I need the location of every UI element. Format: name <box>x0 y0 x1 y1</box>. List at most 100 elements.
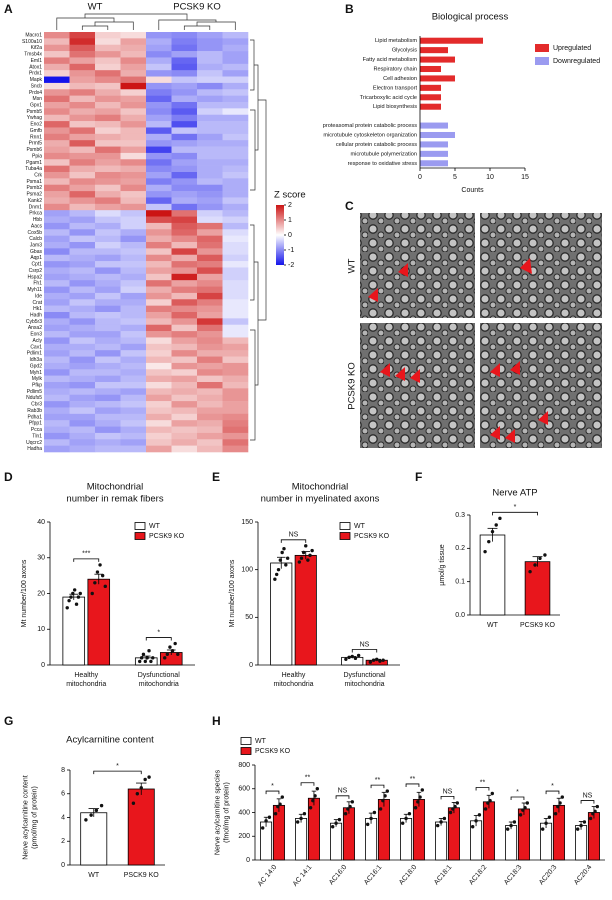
row-label: Crat <box>33 300 43 306</box>
heatmap-cell <box>197 248 223 256</box>
heatmap-cell <box>197 337 223 345</box>
heatmap-cell <box>95 222 121 230</box>
data-point <box>371 658 376 662</box>
heatmap-cell <box>44 222 70 230</box>
chart-title: Nerve ATP <box>492 488 537 499</box>
legend-swatch <box>134 522 146 530</box>
data-point <box>284 563 288 567</box>
data-point <box>296 820 300 824</box>
significance-label: ** <box>480 779 486 786</box>
data-point <box>579 823 583 828</box>
heatmap-cell <box>222 82 249 90</box>
heatmap-cell <box>120 102 147 109</box>
heatmap-cell <box>95 324 121 332</box>
heatmap-cell <box>146 261 172 268</box>
heatmap-cell <box>120 172 147 179</box>
heatmap-cell <box>69 248 96 256</box>
heatmap-cell <box>44 286 70 294</box>
y-tick-label: microtubule polymerization <box>350 151 417 157</box>
heatmap-cell <box>69 191 96 198</box>
data-point <box>299 556 304 560</box>
data-point <box>337 817 342 822</box>
heatmap-cell <box>171 375 198 383</box>
heatmap-cell <box>222 280 249 287</box>
heatmap-cell <box>197 57 223 65</box>
heatmap-cell <box>44 382 70 389</box>
y-tick-label: 600 <box>238 786 250 793</box>
data-point <box>282 546 286 551</box>
legend-swatch <box>134 532 146 540</box>
heatmap-cell <box>69 32 96 39</box>
heatmap-cell <box>222 337 249 345</box>
heatmap-cell <box>197 197 223 205</box>
micrograph <box>360 213 475 318</box>
micrograph <box>480 323 602 448</box>
heatmap-cell <box>44 114 70 122</box>
heatmap-cell <box>44 165 70 173</box>
heatmap-cell <box>197 267 223 275</box>
row-label: Ide <box>35 293 42 299</box>
heatmap-cell <box>120 299 147 306</box>
heatmap-cell <box>44 248 70 256</box>
y-tick-label: Electron transport <box>373 85 418 91</box>
heatmap-cell <box>69 82 96 90</box>
heatmap-cell <box>146 350 172 357</box>
heatmap-cell <box>146 121 172 128</box>
bar <box>420 141 448 148</box>
heatmap-cell <box>171 292 198 300</box>
heatmap-cell <box>222 44 249 52</box>
heatmap-cell <box>146 95 172 103</box>
data-point <box>264 819 268 823</box>
heatmap-cell <box>95 203 121 211</box>
heatmap-cell <box>222 388 249 396</box>
micrograph-row-label: PCSK9 KO <box>347 362 358 410</box>
heatmap-cell <box>44 413 70 421</box>
data-point <box>74 602 79 606</box>
row-label: Hbb <box>33 217 42 223</box>
bar <box>420 47 448 54</box>
significance-label: * <box>157 629 160 636</box>
data-point <box>95 570 100 574</box>
heatmap-cell <box>120 394 147 402</box>
data-point <box>369 816 373 821</box>
significance-bracket <box>280 539 307 543</box>
heatmap-cell <box>222 210 249 217</box>
heatmap-cell <box>95 299 121 306</box>
heatmap-cell <box>69 337 96 345</box>
heatmap-cell <box>44 82 70 90</box>
heatmap-cell <box>222 114 249 122</box>
heatmap-cell <box>146 38 172 46</box>
heatmap-cell <box>171 286 198 294</box>
data-point <box>509 823 513 828</box>
row-label: Mylk <box>32 376 43 382</box>
data-point <box>442 816 447 821</box>
row-label: Pfpp1 <box>29 421 42 427</box>
heatmap-cell <box>146 312 172 319</box>
legend-label: WT <box>354 523 366 530</box>
bar <box>420 37 483 44</box>
heatmap-cell <box>146 324 172 332</box>
heatmap-cell <box>69 439 96 446</box>
row-label: Fh1 <box>33 281 42 287</box>
x-tick-label: AC 14:1 <box>292 864 314 888</box>
heatmap-cell <box>222 312 249 319</box>
heatmap-cell <box>95 292 121 300</box>
bar <box>435 821 448 861</box>
heatmap-cell <box>69 369 96 376</box>
heatmap-cell <box>222 191 249 198</box>
heatmap-cell <box>120 413 147 421</box>
heatmap-cell <box>222 242 249 249</box>
significance-label: *** <box>82 551 90 558</box>
heatmap-cell <box>95 229 121 236</box>
row-label: Psma2 <box>26 192 42 198</box>
heatmap-cell <box>222 127 249 135</box>
row-label: Macro1 <box>25 33 42 39</box>
heatmap-cell <box>95 76 121 84</box>
heatmap-cell <box>69 343 96 351</box>
heatmap-cell <box>222 261 249 268</box>
heatmap-cell <box>222 133 249 141</box>
heatmap-cell <box>171 343 198 351</box>
heatmap-cell <box>222 362 249 370</box>
heatmap-cell <box>171 203 198 211</box>
heatmap-cell <box>120 445 147 453</box>
